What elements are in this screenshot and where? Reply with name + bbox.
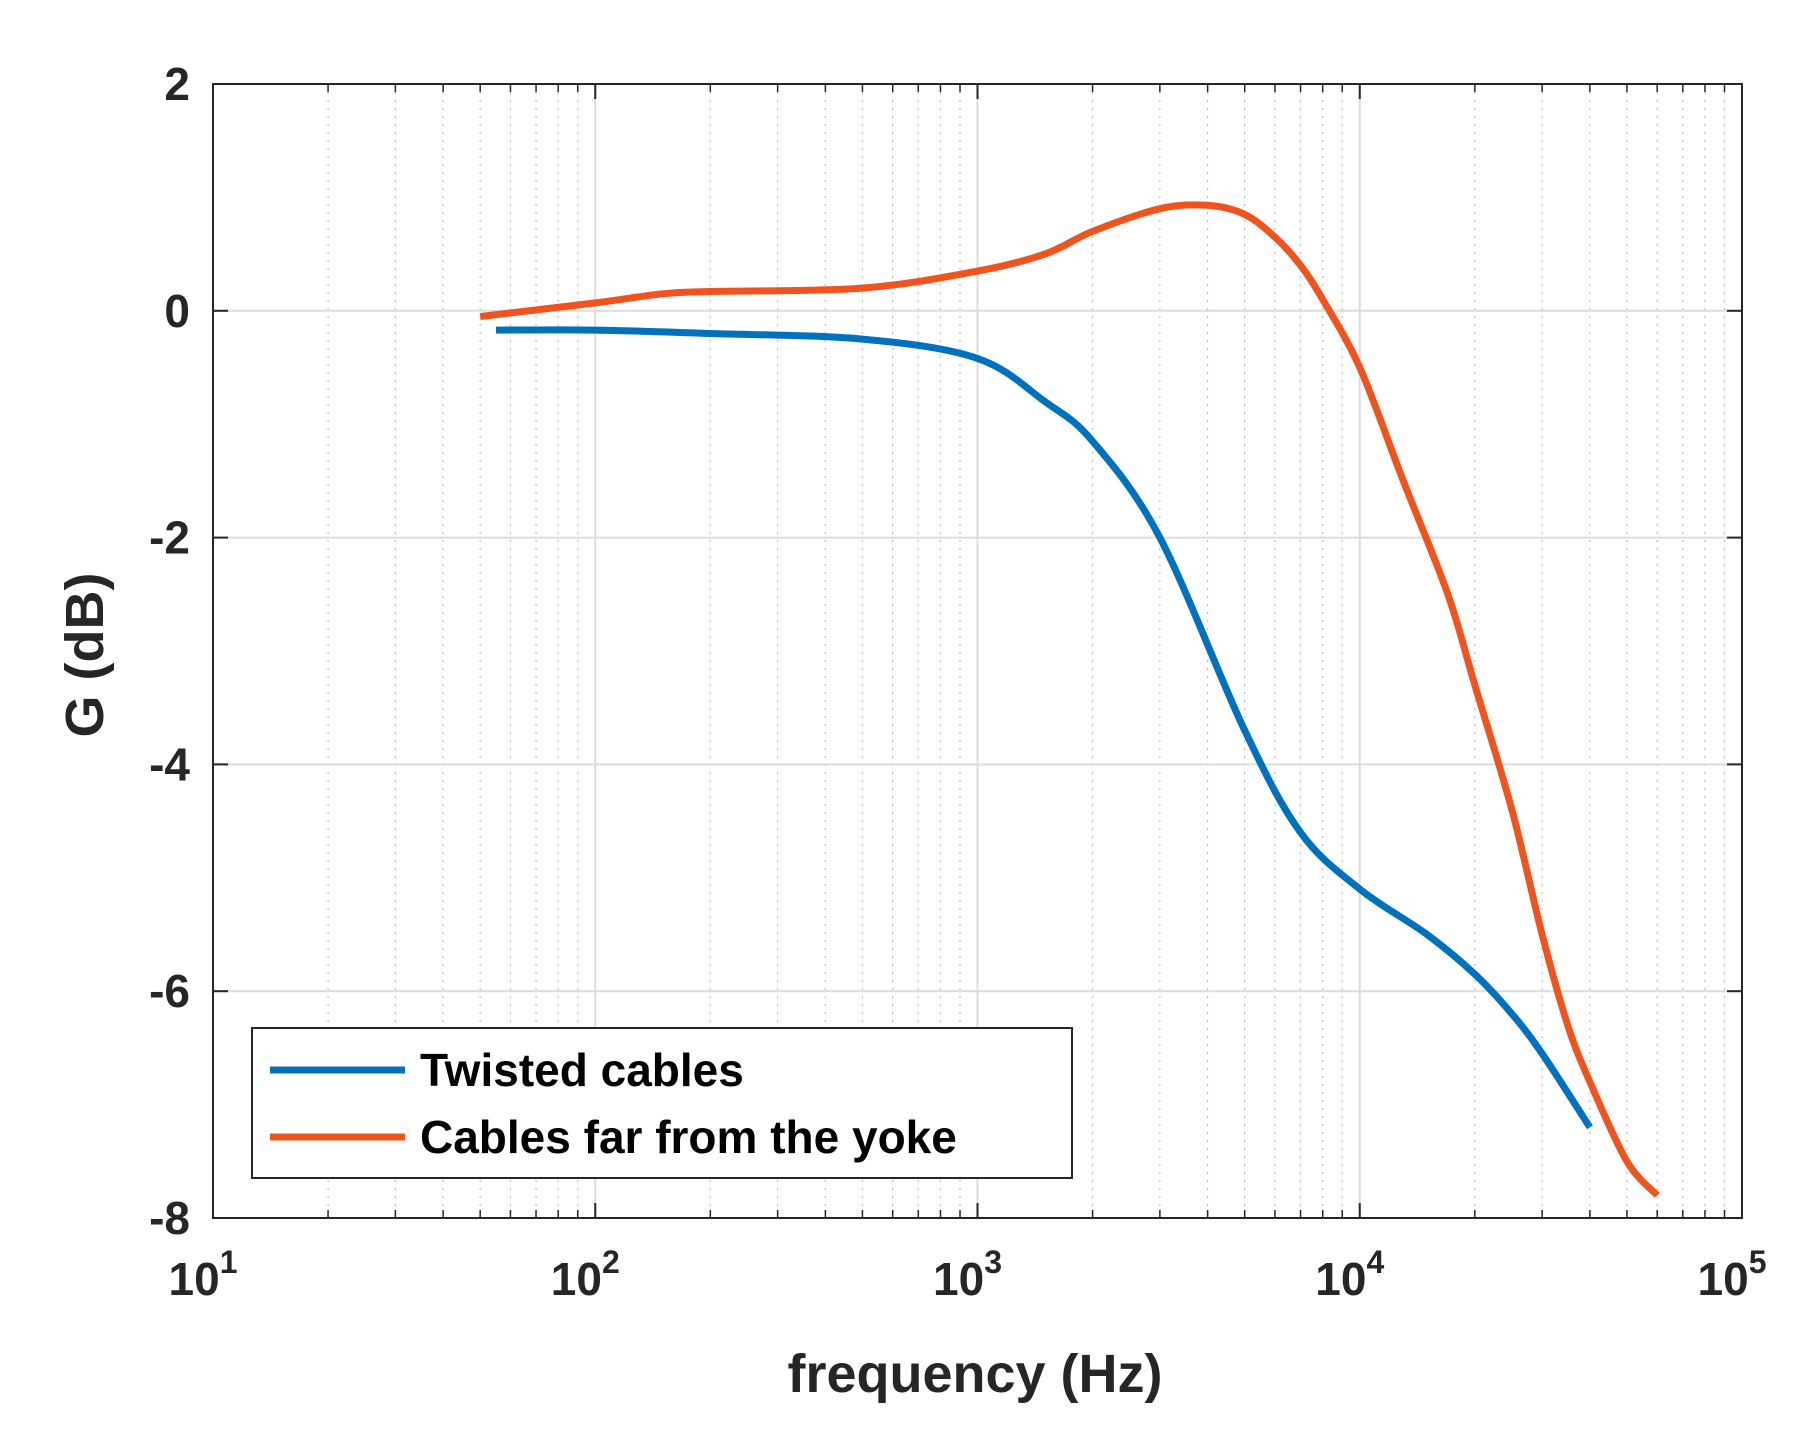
legend: Twisted cables Cables far from the yoke: [251, 1027, 1073, 1179]
x-tick-label: 101: [169, 1244, 238, 1305]
y-axis-title: G (dB): [55, 573, 115, 738]
tick-marks: [212, 83, 1743, 1219]
x-tick-base: 10: [551, 1253, 602, 1305]
x-tick-exponent: 5: [1749, 1244, 1767, 1280]
x-axis-title: frequency (Hz): [787, 1344, 1162, 1404]
y-tick-label: -4: [149, 738, 190, 790]
y-tick-label: -6: [149, 965, 190, 1017]
y-tick-label: -2: [149, 512, 190, 564]
x-tick-base: 10: [933, 1253, 984, 1305]
legend-label-twisted-cables: Twisted cables: [420, 1044, 744, 1096]
x-tick-exponent: 1: [220, 1244, 238, 1280]
series-line-twisted-cables: [495, 326, 1593, 1130]
x-tick-exponent: 2: [602, 1244, 620, 1280]
y-tick-label: 0: [164, 285, 190, 337]
x-tick-label: 102: [551, 1244, 620, 1305]
x-tick-label: 104: [1315, 1244, 1384, 1305]
series-layer: [479, 201, 1660, 1198]
legend-label-cables-far: Cables far from the yoke: [420, 1111, 957, 1163]
x-tick-label: 103: [933, 1244, 1002, 1305]
y-tick-labels: 2 0 -2 -4 -6 -8: [149, 58, 190, 1244]
x-tick-exponent: 3: [984, 1244, 1002, 1280]
x-tick-base: 10: [1698, 1253, 1749, 1305]
x-tick-label: 105: [1698, 1244, 1767, 1305]
series-line-cables-far-from-yoke: [479, 201, 1660, 1198]
x-tick-base: 10: [1315, 1253, 1366, 1305]
x-tick-exponent: 4: [1366, 1244, 1384, 1280]
x-tick-labels: 101 102 103 104 105: [169, 1244, 1767, 1305]
legend-box: [251, 1027, 1073, 1179]
y-tick-label: -8: [149, 1192, 190, 1244]
x-tick-base: 10: [169, 1253, 220, 1305]
y-tick-label: 2: [164, 58, 190, 110]
